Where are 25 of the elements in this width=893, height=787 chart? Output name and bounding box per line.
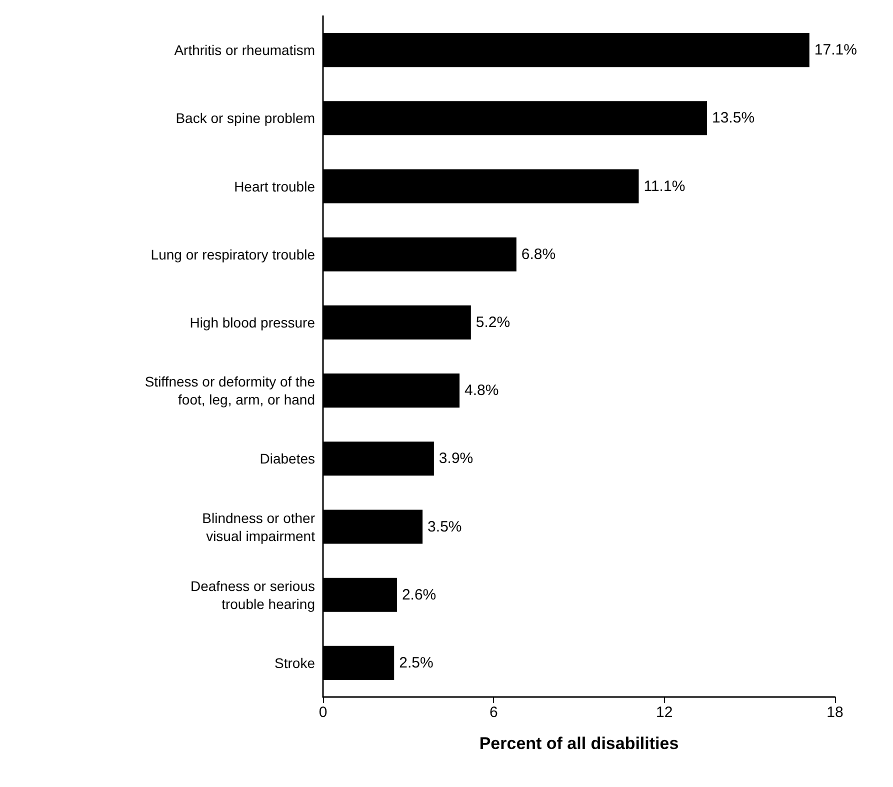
x-tick-label: 0 (318, 704, 328, 721)
y-tick-label: Diabetes (260, 450, 315, 467)
y-tick-label: Deafness or serious trouble hearing (190, 578, 315, 612)
data-label: 2.5% (399, 654, 434, 672)
y-tick-label: Heart trouble (234, 178, 316, 194)
x-tick-label: 6 (489, 704, 498, 721)
data-label: 4.8% (464, 382, 499, 400)
data-label: 3.9% (438, 450, 474, 468)
y-tick-label: Stroke (274, 654, 316, 671)
data-label: 2.6% (402, 586, 436, 604)
data-label: 6.8% (521, 246, 556, 263)
data-label: 17.1% (814, 42, 857, 59)
y-tick-label: Blindness or other visual impairment (202, 510, 316, 544)
y-tick-label: Back or spine problem (176, 110, 315, 126)
data-label: 13.5% (712, 110, 755, 127)
x-tick-label: 12 (656, 704, 673, 721)
x-axis-title: Percent of all disabilities (479, 734, 679, 753)
data-label: 5.2% (476, 314, 510, 331)
y-tick-label: Lung or respiratory trouble (150, 246, 316, 262)
y-tick-label: Arthritis or rheumatism (174, 42, 315, 58)
data-label: 11.1% (644, 178, 686, 195)
x-tick-label: 18 (826, 704, 844, 721)
y-tick-label: Stiffness or deformity of the foot, leg, arm, or hand (144, 374, 316, 408)
y-tick-label: High blood pressure (190, 314, 316, 330)
data-label: 3.5% (428, 518, 462, 536)
